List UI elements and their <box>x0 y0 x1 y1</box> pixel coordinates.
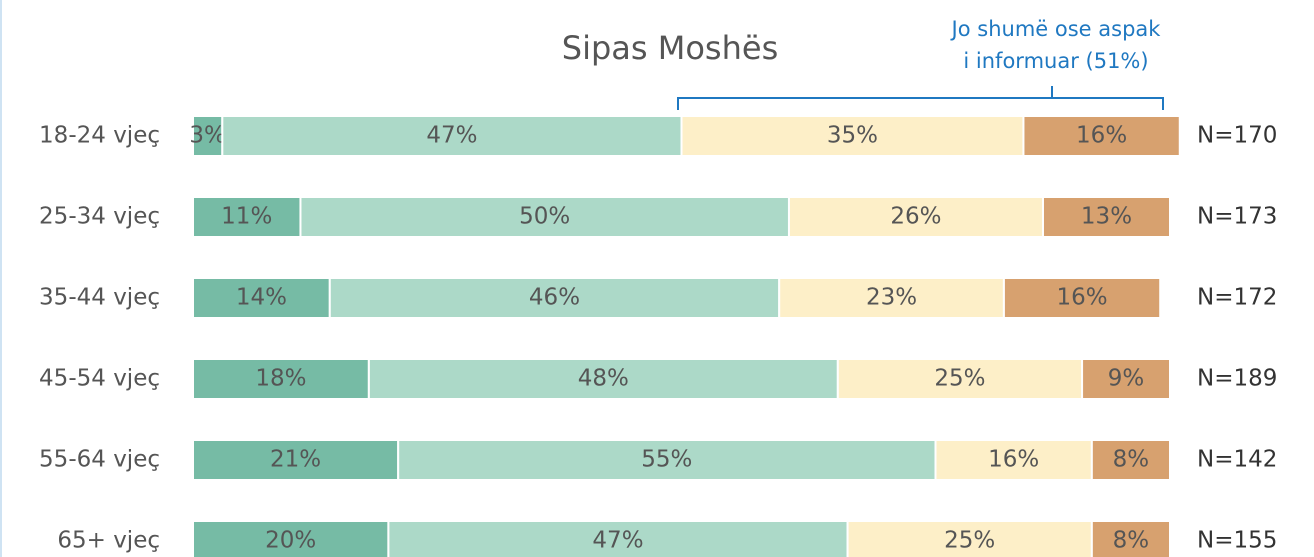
value-label: 21% <box>270 447 321 473</box>
value-label: 16% <box>988 447 1039 473</box>
chart-title: Sipas Moshës <box>562 29 778 67</box>
annotation: i informuar (51%) <box>963 49 1148 73</box>
value-label: 47% <box>592 528 643 554</box>
bracket <box>677 86 1164 110</box>
value-label: 9% <box>1108 366 1145 392</box>
bar-segment <box>680 115 1025 157</box>
value-label: 25% <box>944 528 995 554</box>
value-label: 48% <box>578 366 629 392</box>
n-label: N=173 <box>1197 204 1277 230</box>
bar-segment <box>1090 520 1171 557</box>
value-label: 25% <box>934 366 985 392</box>
value-label: 23% <box>866 285 917 311</box>
bar-segment <box>192 358 370 400</box>
bar-segment <box>1081 358 1171 400</box>
value-label: 14% <box>236 285 287 311</box>
bar-segment <box>778 277 1005 319</box>
bar-segment <box>836 358 1084 400</box>
category-label: 65+ vjeç <box>57 528 160 554</box>
value-label: 55% <box>641 447 692 473</box>
bar-segment <box>328 277 781 319</box>
n-label: N=189 <box>1197 366 1277 392</box>
category-label: 55-64 vjeç <box>39 447 160 473</box>
value-label: 18% <box>255 366 306 392</box>
value-label: 8% <box>1113 447 1150 473</box>
value-label: 13% <box>1081 204 1132 230</box>
n-label: N=172 <box>1197 285 1277 311</box>
value-label: 16% <box>1057 285 1108 311</box>
category-label: 18-24 vjeç <box>39 123 160 149</box>
bar-segment <box>934 439 1093 481</box>
n-label: N=142 <box>1197 447 1277 473</box>
bar-segment <box>1041 196 1171 238</box>
value-label: 16% <box>1076 123 1127 149</box>
bar-segment <box>1090 439 1171 481</box>
value-label: 35% <box>827 123 878 149</box>
bar-segment <box>221 115 683 157</box>
bar-segment <box>387 520 849 557</box>
category-label: 25-34 vjeç <box>39 204 160 230</box>
value-label: 8% <box>1113 528 1150 554</box>
value-label: 50% <box>519 204 570 230</box>
value-label: 11% <box>221 204 272 230</box>
n-label: N=170 <box>1197 123 1277 149</box>
bar-segment <box>192 277 331 319</box>
value-label: 3% <box>189 123 226 149</box>
bar-segment <box>192 520 390 557</box>
value-label: 47% <box>426 123 477 149</box>
category-label: 35-44 vjeç <box>39 285 160 311</box>
bar-segment <box>1022 115 1181 157</box>
bar-segment <box>367 358 839 400</box>
value-label: 46% <box>529 285 580 311</box>
value-label: 20% <box>265 528 316 554</box>
bar-segment <box>1002 277 1162 319</box>
category-label: 45-54 vjeç <box>39 366 160 392</box>
bar-segment <box>192 439 400 481</box>
annotation: Jo shumë ose aspak <box>950 17 1162 41</box>
n-label: N=155 <box>1197 528 1277 554</box>
bar-segment <box>397 439 937 481</box>
value-label: 26% <box>890 204 941 230</box>
